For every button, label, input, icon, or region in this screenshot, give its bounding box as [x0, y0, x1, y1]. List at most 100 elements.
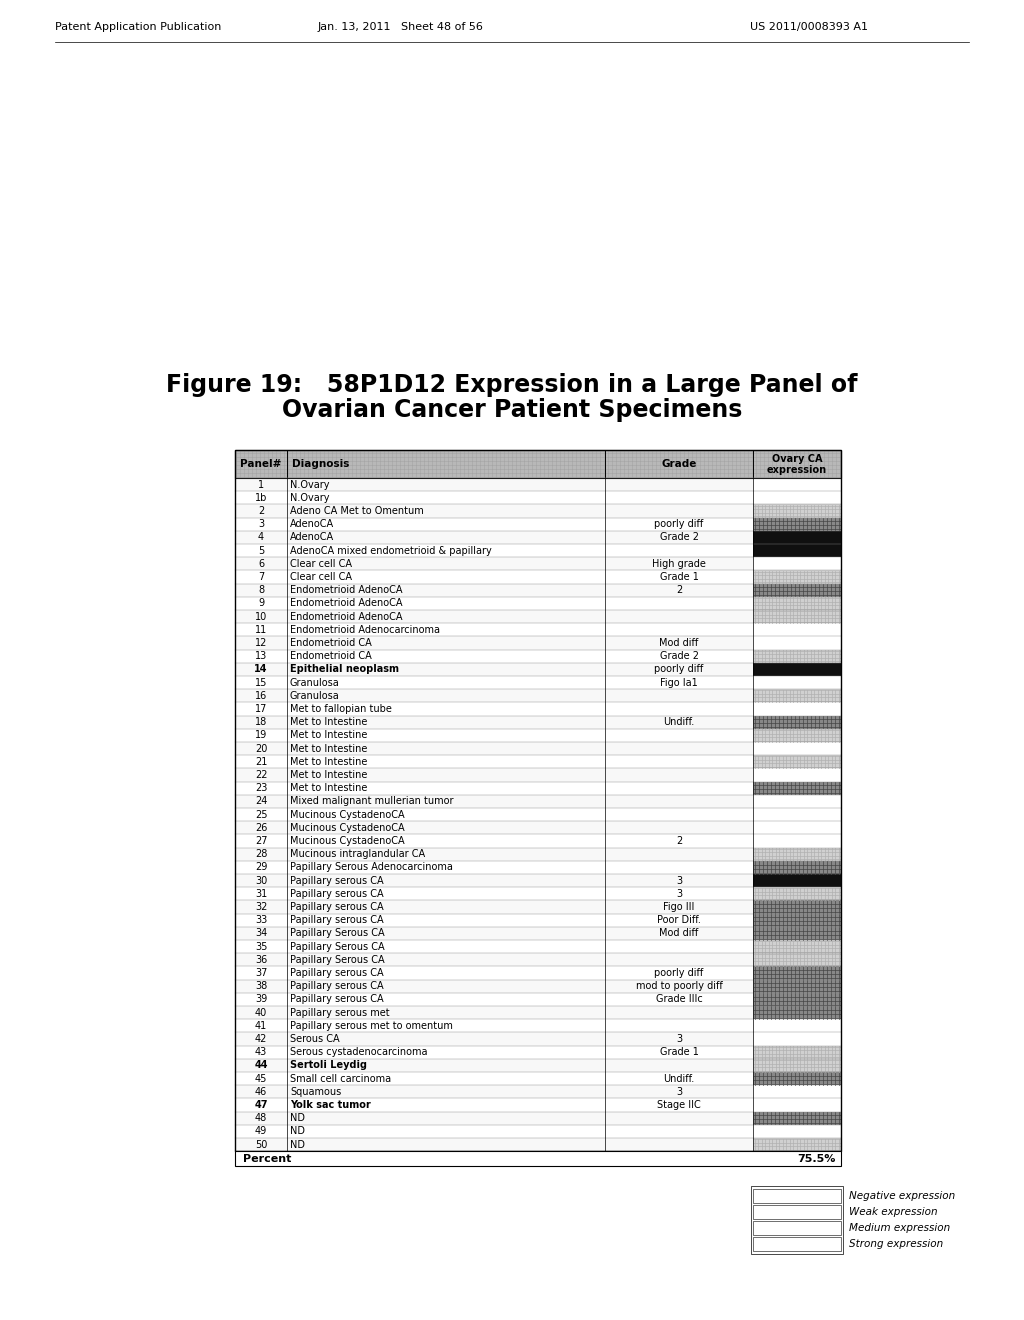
Text: ND: ND	[290, 1113, 305, 1123]
Text: ND: ND	[290, 1139, 305, 1150]
Bar	[234, 795, 753, 808]
Text: 29: 29	[255, 862, 267, 873]
Text: AdenoCA: AdenoCA	[290, 519, 334, 529]
Text: Panel#: Panel#	[241, 459, 282, 469]
Bar	[753, 953, 841, 966]
Text: Endometrioid CA: Endometrioid CA	[290, 638, 372, 648]
Text: Endometrioid CA: Endometrioid CA	[290, 651, 372, 661]
Text: Met to Intestine: Met to Intestine	[290, 717, 368, 727]
Text: N.Ovary: N.Ovary	[290, 479, 330, 490]
Text: 34: 34	[255, 928, 267, 939]
Text: Met to Intestine: Met to Intestine	[290, 756, 368, 767]
Bar	[753, 1072, 841, 1085]
Bar	[234, 504, 753, 517]
Text: 47: 47	[254, 1100, 267, 1110]
Bar	[234, 821, 753, 834]
Text: Endometrioid AdenoCA: Endometrioid AdenoCA	[290, 598, 402, 609]
Text: 1: 1	[258, 479, 264, 490]
Bar	[234, 623, 753, 636]
Bar	[753, 847, 841, 861]
Bar	[234, 768, 753, 781]
Bar	[753, 940, 841, 953]
Text: 42: 42	[255, 1034, 267, 1044]
Bar	[753, 531, 841, 544]
Text: Met to Intestine: Met to Intestine	[290, 743, 368, 754]
Text: 35: 35	[255, 941, 267, 952]
Text: Small cell carcinoma: Small cell carcinoma	[290, 1073, 391, 1084]
Text: 3: 3	[676, 875, 682, 886]
Bar	[753, 900, 841, 913]
Bar	[753, 1138, 841, 1151]
Text: Papillary Serous CA: Papillary Serous CA	[290, 928, 385, 939]
Bar	[751, 1187, 843, 1254]
Text: 8: 8	[258, 585, 264, 595]
Text: Jan. 13, 2011   Sheet 48 of 56: Jan. 13, 2011 Sheet 48 of 56	[317, 22, 483, 32]
Bar	[753, 689, 841, 702]
Text: 22: 22	[255, 770, 267, 780]
Text: 3: 3	[258, 519, 264, 529]
Text: Weak expression: Weak expression	[849, 1208, 938, 1217]
Bar	[234, 729, 753, 742]
Bar	[234, 1111, 753, 1125]
Bar	[234, 847, 753, 861]
Text: Endometrioid Adenocarcinoma: Endometrioid Adenocarcinoma	[290, 624, 440, 635]
Text: 7: 7	[258, 572, 264, 582]
Bar	[234, 1072, 753, 1085]
Text: Sertoli Leydig: Sertoli Leydig	[290, 1060, 367, 1071]
Text: Papillary Serous CA: Papillary Serous CA	[290, 954, 385, 965]
Bar	[753, 504, 841, 517]
Bar	[234, 1098, 753, 1111]
Text: ND: ND	[290, 1126, 305, 1137]
Text: Ovary CA: Ovary CA	[772, 454, 822, 465]
Bar	[753, 597, 841, 610]
Text: 5: 5	[258, 545, 264, 556]
Bar	[753, 1237, 841, 1251]
Bar	[234, 1125, 753, 1138]
Text: Figo III: Figo III	[664, 902, 694, 912]
Text: Negative expression: Negative expression	[849, 1191, 955, 1201]
Text: 23: 23	[255, 783, 267, 793]
Text: Figo Ia1: Figo Ia1	[660, 677, 698, 688]
Bar	[753, 583, 841, 597]
Bar	[234, 597, 753, 610]
Text: 38: 38	[255, 981, 267, 991]
Text: Papillary serous CA: Papillary serous CA	[290, 875, 384, 886]
Bar	[234, 1032, 753, 1045]
Text: Undiff.: Undiff.	[664, 717, 694, 727]
Bar	[234, 940, 753, 953]
Text: 20: 20	[255, 743, 267, 754]
Text: 28: 28	[255, 849, 267, 859]
Bar	[753, 729, 841, 742]
Bar	[234, 993, 753, 1006]
Bar	[753, 993, 841, 1006]
Bar	[234, 887, 753, 900]
Bar	[234, 808, 753, 821]
Bar	[753, 1059, 841, 1072]
Text: Papillary serous CA: Papillary serous CA	[290, 915, 384, 925]
Bar	[753, 1221, 841, 1236]
Text: 14: 14	[254, 664, 267, 675]
Text: Squamous: Squamous	[290, 1086, 341, 1097]
Text: Serous cystadenocarcinoma: Serous cystadenocarcinoma	[290, 1047, 427, 1057]
Text: 40: 40	[255, 1007, 267, 1018]
Bar	[234, 663, 753, 676]
Bar	[753, 1045, 841, 1059]
Text: 3: 3	[676, 888, 682, 899]
Text: Papillary serous CA: Papillary serous CA	[290, 981, 384, 991]
Text: Met to fallopian tube: Met to fallopian tube	[290, 704, 392, 714]
Text: Poor Diff.: Poor Diff.	[657, 915, 701, 925]
Text: 36: 36	[255, 954, 267, 965]
Text: 1b: 1b	[255, 492, 267, 503]
Bar	[234, 478, 753, 491]
Text: 2: 2	[258, 506, 264, 516]
Text: 11: 11	[255, 624, 267, 635]
Bar	[234, 610, 753, 623]
Text: 13: 13	[255, 651, 267, 661]
Text: Papillary serous met to omentum: Papillary serous met to omentum	[290, 1020, 453, 1031]
Text: poorly diff: poorly diff	[654, 664, 703, 675]
Text: 19: 19	[255, 730, 267, 741]
Text: mod to poorly diff: mod to poorly diff	[636, 981, 722, 991]
Bar	[234, 861, 753, 874]
Text: Met to Intestine: Met to Intestine	[290, 783, 368, 793]
Bar	[753, 874, 841, 887]
